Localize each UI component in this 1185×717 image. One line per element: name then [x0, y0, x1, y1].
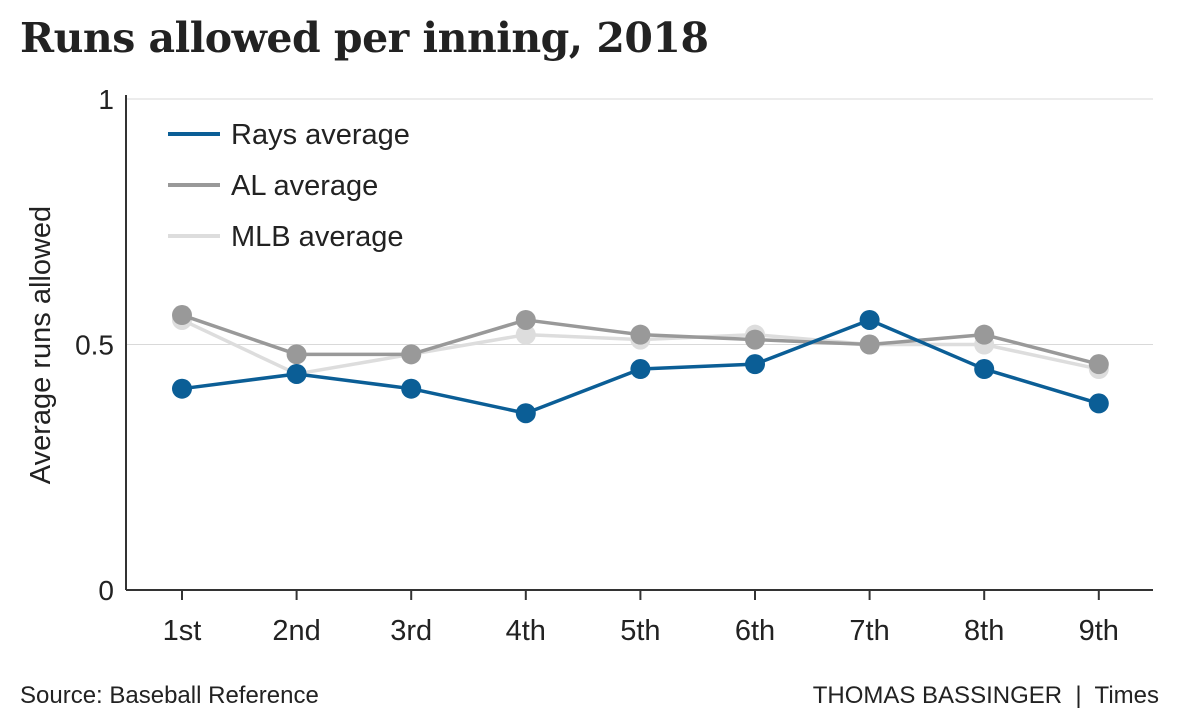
al-average-point	[286, 344, 307, 365]
rays-average-point	[974, 359, 995, 380]
mlb-average-point	[515, 324, 536, 345]
legend-label-mlb-average: MLB average	[231, 221, 404, 253]
al-average-point	[859, 334, 880, 355]
x-tick-label: 8th	[964, 615, 1004, 647]
credit-line: THOMAS BASSINGER | Times	[812, 682, 1159, 709]
rays-average-point	[1088, 393, 1109, 414]
source-note: Source: Baseball Reference	[20, 682, 319, 709]
x-tick-label: 6th	[735, 615, 775, 647]
x-tick-label: 1st	[163, 615, 202, 647]
rays-average-point	[745, 354, 765, 375]
al-average-point	[172, 305, 192, 326]
y-tick-label: 0	[98, 575, 114, 606]
rays-average-point	[172, 378, 192, 399]
y-axis-label: Average runs allowed	[25, 206, 57, 484]
al-average-point	[515, 309, 536, 330]
legend-label-al-average: AL average	[231, 170, 378, 202]
al-average-point	[630, 324, 651, 345]
chart-title: Runs allowed per inning, 2018	[20, 14, 709, 62]
y-tick-label: 0.5	[75, 330, 114, 361]
rays-average-point	[630, 359, 651, 380]
al-average-point	[974, 324, 995, 345]
x-tick-label: 9th	[1079, 615, 1119, 647]
rays-average-point	[859, 309, 880, 330]
x-tick-label: 5th	[620, 615, 660, 647]
x-tick-label: 3rd	[390, 615, 432, 647]
al-average-point	[1088, 354, 1109, 375]
rays-average-point	[515, 403, 536, 424]
legend-label-rays-average: Rays average	[231, 119, 410, 151]
x-tick-label: 7th	[849, 615, 889, 647]
rays-average-point	[286, 363, 307, 384]
al-average-point	[745, 329, 765, 350]
al-average-point	[401, 344, 422, 365]
x-tick-label: 2nd	[272, 615, 320, 647]
y-tick-label: 1	[98, 84, 114, 115]
rays-average-point	[401, 378, 422, 399]
x-tick-label: 4th	[506, 615, 546, 647]
